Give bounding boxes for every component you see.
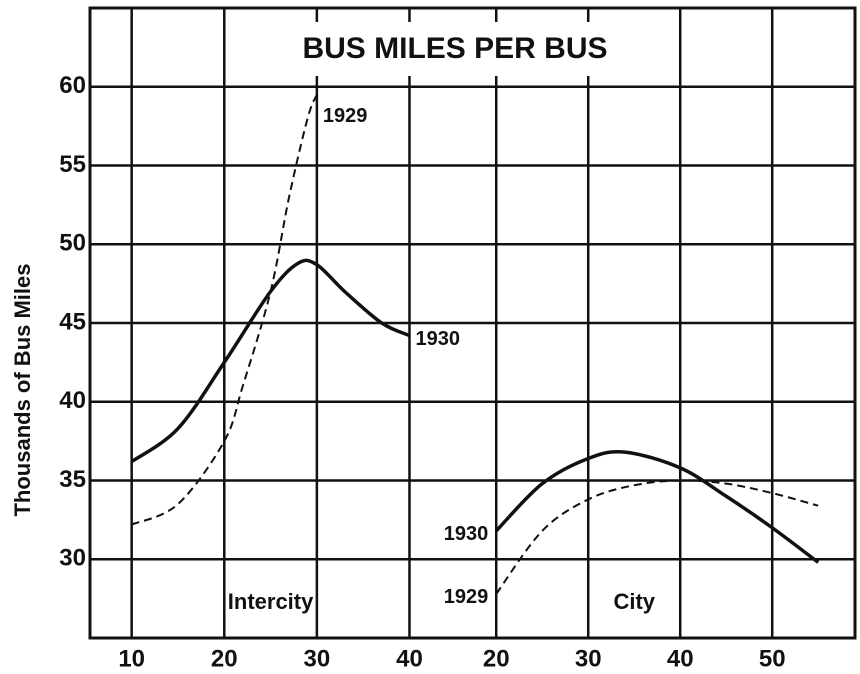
y-tick-label: 35 <box>59 466 86 493</box>
lines <box>130 94 820 595</box>
x-tick-label: 40 <box>396 645 423 672</box>
x-tick-label: 30 <box>304 645 331 672</box>
series-label: 1930 <box>415 328 460 350</box>
x-tick-label: 10 <box>118 645 145 672</box>
data-line <box>494 449 820 564</box>
x-tick-label: 20 <box>211 645 238 672</box>
y-axis-label: Thousands of Bus Miles <box>10 263 35 516</box>
y-tick-label: 30 <box>59 545 86 572</box>
grid <box>90 8 855 638</box>
x-tick-label: 40 <box>667 645 694 672</box>
panel-label: Intercity <box>228 589 314 614</box>
data-line <box>495 479 819 595</box>
y-tick-label: 50 <box>59 230 86 257</box>
y-tick-label: 45 <box>59 308 86 335</box>
x-tick-label: 30 <box>575 645 602 672</box>
series-label: 1929 <box>444 586 489 608</box>
series-label: 1930 <box>444 523 489 545</box>
y-tick-label: 60 <box>59 72 86 99</box>
data-line <box>130 258 411 464</box>
series-label: 1929 <box>323 105 368 127</box>
x-tick-label: 20 <box>483 645 510 672</box>
title-box <box>265 22 645 76</box>
x-tick-label: 50 <box>759 645 786 672</box>
y-tick-label: 55 <box>59 151 86 178</box>
chart-title: BUS MILES PER BUS <box>302 32 607 65</box>
y-tick-label: 40 <box>59 387 86 414</box>
panel-label: City <box>613 589 655 614</box>
